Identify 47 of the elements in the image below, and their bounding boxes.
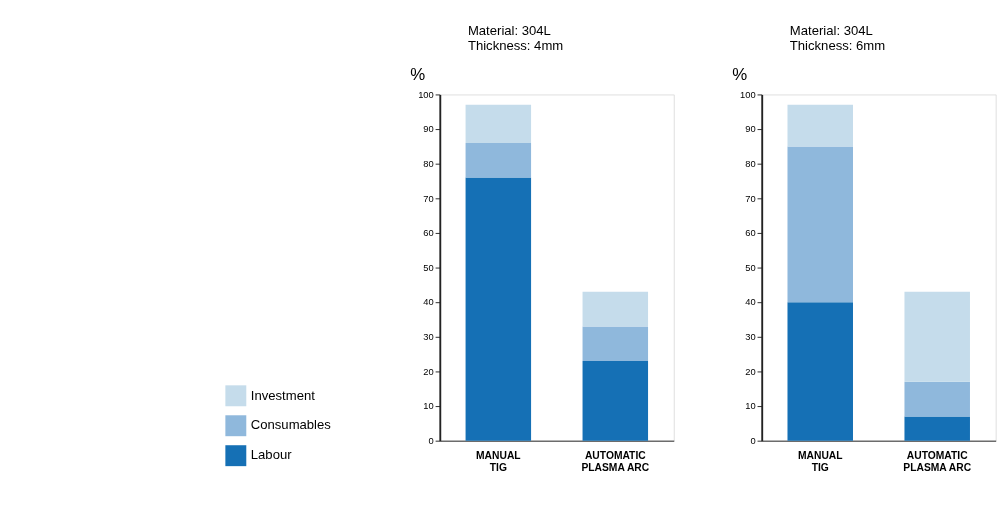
- y-tick-label: 50: [745, 262, 756, 273]
- legend-label: Investment: [250, 387, 316, 403]
- y-tick-label: 60: [745, 228, 756, 239]
- bar: [582, 291, 649, 327]
- bar: [904, 416, 970, 441]
- y-tick-label: 0: [750, 435, 756, 446]
- x-tick-label: AUTOMATIC PLASMA ARC: [903, 449, 972, 474]
- y-tick-label: 70: [745, 193, 756, 204]
- y-tick-label: 90: [423, 124, 434, 135]
- y-tick-label: 90: [745, 124, 756, 135]
- chart-subtitle: Thickness: 6mm: [789, 38, 886, 54]
- y-tick-label: 10: [423, 401, 434, 412]
- y-tick-label: 80: [745, 158, 756, 169]
- y-tick-label: 70: [423, 193, 434, 204]
- chart-subtitle: Thickness: 4mm: [467, 38, 564, 54]
- y-tick-label: 20: [423, 366, 434, 377]
- x-tick-label: MANUAL TIG: [476, 449, 521, 474]
- bar: [582, 361, 649, 441]
- legend-label: Labour: [250, 447, 293, 463]
- y-tick-label: 0: [428, 435, 434, 446]
- bar: [465, 104, 532, 143]
- y-tick-label: 30: [423, 332, 434, 343]
- bar: [787, 146, 853, 303]
- y-tick-label: 30: [745, 332, 756, 343]
- y-tick-label: 100: [418, 89, 434, 100]
- y-tick-label: 100: [740, 89, 756, 100]
- y-axis-title: %: [732, 64, 748, 84]
- y-tick-label: 20: [745, 366, 756, 377]
- bar: [582, 326, 649, 362]
- bar: [465, 142, 532, 178]
- y-tick-label: 40: [745, 297, 756, 308]
- bar: [904, 381, 970, 417]
- y-axis-title: %: [410, 64, 426, 84]
- legend-label: Consumables: [250, 417, 332, 433]
- y-tick-label: 60: [423, 228, 434, 239]
- y-tick-label: 50: [423, 262, 434, 273]
- chart-title: Material: 304L: [467, 22, 551, 38]
- y-tick-label: 40: [423, 297, 434, 308]
- bar: [465, 177, 532, 441]
- x-tick-label: MANUAL TIG: [797, 449, 843, 474]
- bar: [787, 104, 853, 147]
- chart-title: Material: 304L: [789, 22, 873, 38]
- y-tick-label: 10: [745, 401, 756, 412]
- y-tick-label: 80: [423, 158, 434, 169]
- bar: [904, 291, 970, 382]
- x-tick-label: AUTOMATIC PLASMA ARC: [581, 449, 650, 474]
- bar: [787, 302, 853, 441]
